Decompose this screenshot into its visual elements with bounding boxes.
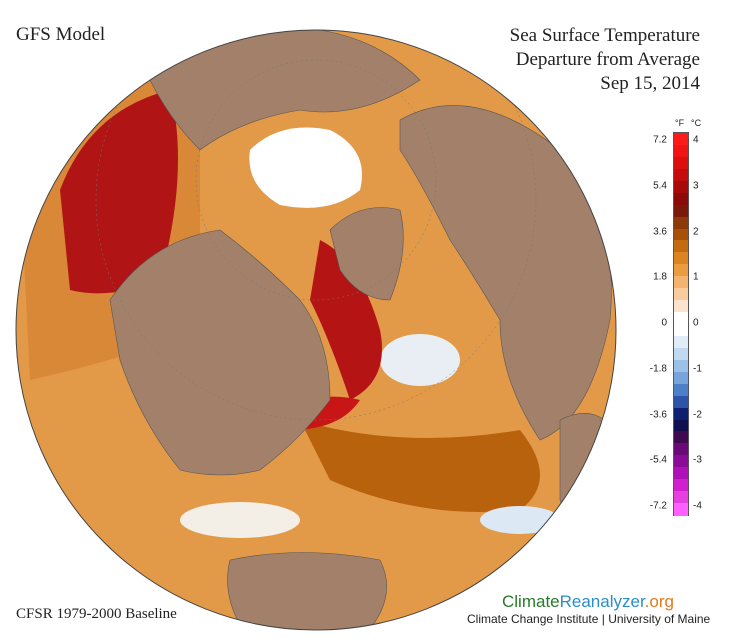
- legend-tick-c: -4: [693, 500, 702, 512]
- legend-color-swatch: [674, 312, 688, 325]
- title-date: Sep 15, 2014: [600, 73, 700, 94]
- north-atlantic-hot: [310, 240, 382, 400]
- legend-tick-c: 3: [693, 180, 699, 192]
- atlantic-anomaly: [300, 420, 540, 512]
- legend-color-swatch: [674, 479, 688, 492]
- legend-color-swatch: [674, 503, 688, 516]
- legend-tick-f: -3.6: [649, 409, 667, 420]
- legend-color-swatch: [674, 419, 688, 432]
- legend-color-swatch: [674, 276, 688, 289]
- pacific-hot-anomaly: [60, 90, 178, 294]
- legend-color-swatch: [674, 252, 688, 265]
- cool-patch-east: [480, 506, 560, 534]
- graticule-circle: [95, 30, 537, 421]
- legend-color-swatch: [674, 204, 688, 218]
- south-america-land: [227, 552, 387, 630]
- legend-color-swatch: [674, 216, 688, 229]
- legend-tick-f: 3.6: [653, 226, 667, 237]
- legend-color-swatch: [674, 359, 688, 373]
- legend-color-swatch: [674, 300, 688, 313]
- legend-tick-c: 0: [693, 317, 699, 329]
- arctic-sea-ice: [249, 127, 362, 208]
- legend-tick-f: 0: [661, 317, 667, 329]
- legend-color-swatch: [674, 467, 688, 480]
- legend-color-swatch: [674, 347, 688, 361]
- legend-tick-c: -2: [693, 409, 702, 420]
- legend-color-swatch: [674, 180, 688, 194]
- color-legend: °F °C 7.2 4 5.4 3 3.6 2 1.8 1 0 0 -1.8 -1 -3.6 -2 -5.4…: [643, 118, 723, 518]
- baseline-label: CFSR 1979-2000 Baseline: [16, 606, 177, 622]
- legend-tick-c: 1: [693, 271, 699, 283]
- cool-patch-south: [180, 502, 300, 538]
- legend-color-swatch: [674, 455, 688, 468]
- globe-outline: [15, 29, 617, 631]
- legend-color-swatch: [674, 264, 688, 277]
- brand-part-3: .org: [644, 592, 674, 611]
- legend-color-swatch: [674, 383, 688, 397]
- graticule-circle: [195, 59, 437, 301]
- legend-tick-f: 7.2: [653, 134, 667, 146]
- legend-color-swatch: [674, 395, 688, 409]
- legend-tick-c: 4: [693, 134, 699, 146]
- legend-color-swatch: [674, 324, 688, 337]
- legend-tick-c: 2: [693, 226, 699, 237]
- legend-color-swatch: [674, 335, 688, 349]
- legend-color-swatch: [674, 156, 688, 170]
- legend-tick-f: -1.8: [649, 363, 667, 375]
- legend-tick-f: -5.4: [649, 454, 667, 466]
- legend-color-bar: [673, 132, 689, 516]
- legend-color-swatch: [674, 144, 688, 158]
- greenland-land: [329, 207, 404, 301]
- north-america-land: [109, 229, 331, 476]
- legend-color-swatch: [674, 168, 688, 182]
- legend-tick-c: -3: [693, 454, 702, 466]
- legend-color-swatch: [674, 192, 688, 206]
- brand-part-2: Reanalyzer: [559, 592, 645, 611]
- legend-color-swatch: [674, 443, 688, 456]
- legend-color-swatch: [674, 407, 688, 420]
- map-title: Sea Surface Temperature Departure from A…: [510, 24, 700, 96]
- institute-credit: Climate Change Institute | University of…: [467, 612, 711, 626]
- legend-unit-f: °F: [675, 118, 685, 128]
- legend-tick-f: -7.2: [649, 500, 667, 512]
- legend-unit-c: °C: [691, 118, 702, 128]
- africa-land: [559, 413, 616, 561]
- title-line-1: Sea Surface Temperature: [509, 25, 700, 46]
- legend-color-swatch: [674, 288, 688, 301]
- model-label: GFS Model: [16, 24, 106, 45]
- legend-tick-c: -1: [693, 363, 702, 375]
- legend-tick-f: 1.8: [653, 271, 667, 283]
- cool-patch-atlantic: [380, 334, 460, 386]
- legend-color-swatch: [674, 491, 688, 504]
- legend-color-swatch: [674, 228, 688, 241]
- legend-color-swatch: [674, 133, 688, 146]
- brand-part-1: Climate: [502, 592, 560, 611]
- title-line-2: Departure from Average: [515, 49, 700, 70]
- legend-tick-f: 5.4: [653, 180, 667, 192]
- legend-color-swatch: [674, 240, 688, 253]
- legend-color-swatch: [674, 371, 688, 385]
- climate-reanalyzer-logo: ClimateReanalyzer.org: [502, 592, 674, 612]
- legend-color-swatch: [674, 431, 688, 444]
